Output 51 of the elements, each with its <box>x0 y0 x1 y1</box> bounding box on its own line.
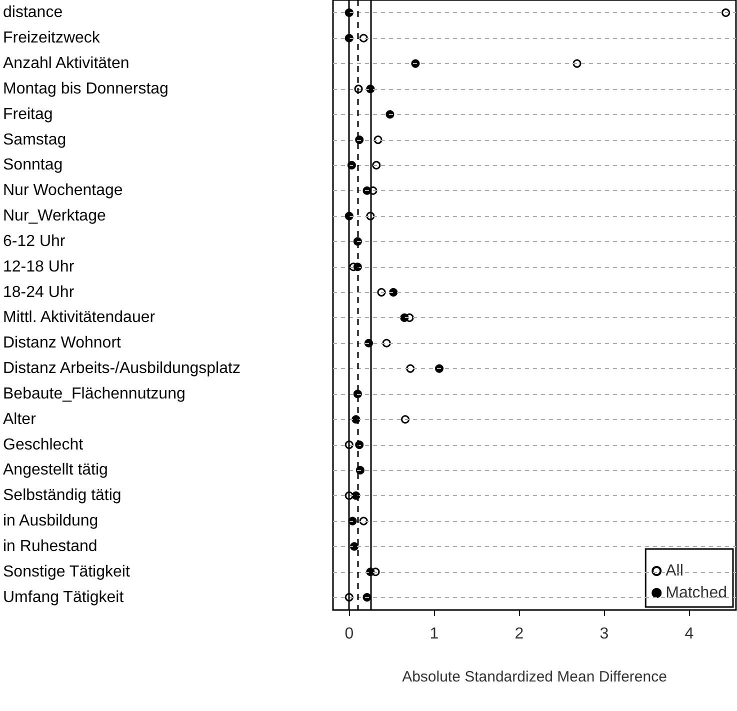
point <box>411 59 420 68</box>
y-tick-label: distance <box>3 4 63 22</box>
y-tick-label: Nur_Werktage <box>3 208 106 225</box>
y-tick-label: Alter <box>3 410 37 428</box>
y-tick-label: Distanz Arbeits-/Ausbildungsplatz <box>3 360 240 378</box>
point <box>386 110 394 119</box>
y-tick-label: Anzahl Aktivitäten <box>3 55 130 72</box>
point <box>382 338 391 348</box>
point <box>359 34 368 42</box>
y-tick-label: Geschlecht <box>3 436 84 454</box>
point <box>572 59 582 68</box>
y-tick-label: Freizeitzweck <box>3 30 101 47</box>
point <box>374 136 382 144</box>
point <box>389 288 398 297</box>
y-tick-label: 18-24 Uhr <box>3 284 75 301</box>
legend-label: Matched <box>666 584 728 602</box>
point <box>722 8 730 17</box>
y-tick-label: Angestellt tätig <box>3 462 108 479</box>
point <box>350 542 359 551</box>
point <box>362 186 372 195</box>
y-tick-label: Samstag <box>3 131 66 148</box>
point <box>435 364 444 373</box>
point <box>400 313 409 322</box>
legend-label: All <box>666 562 684 580</box>
y-tick-label: Montag bis Donnerstag <box>3 80 168 98</box>
x-tick-label: 4 <box>684 626 694 642</box>
y-tick-label: Nur Wochentage <box>3 182 123 200</box>
y-tick-label: Umfang Tätigkeit <box>3 588 124 606</box>
y-tick-label: in Ruhestand <box>3 538 98 555</box>
point <box>372 160 381 170</box>
x-tick-label: 1 <box>430 626 439 642</box>
y-tick-label: Sonntag <box>3 156 63 174</box>
point <box>362 593 372 602</box>
x-tick-label: 0 <box>344 626 354 642</box>
point <box>401 415 410 424</box>
y-tick-label: 12-18 Uhr <box>3 258 75 276</box>
y-tick-label: Sonstige Tätigkeit <box>3 563 130 580</box>
point <box>356 466 364 474</box>
y-tick-label: Mittl. Aktivitätendauer <box>3 309 156 326</box>
y-tick-label: Freitag <box>3 106 53 123</box>
point <box>377 288 386 297</box>
x-tick-label: 2 <box>514 626 524 642</box>
y-tick-label: Selbständig tätig <box>3 487 122 504</box>
y-tick-label: Bebaute_Flächennutzung <box>3 385 186 402</box>
x-axis-title: Absolute Standardized Mean Difference <box>402 668 667 686</box>
y-tick-label: 6-12 Uhr <box>3 232 66 250</box>
point <box>406 364 415 373</box>
y-tick-label: in Ausbildung <box>3 512 98 530</box>
point <box>359 516 368 526</box>
y-tick-label: Distanz Wohnort <box>3 334 122 352</box>
x-tick-label: 3 <box>600 626 609 642</box>
